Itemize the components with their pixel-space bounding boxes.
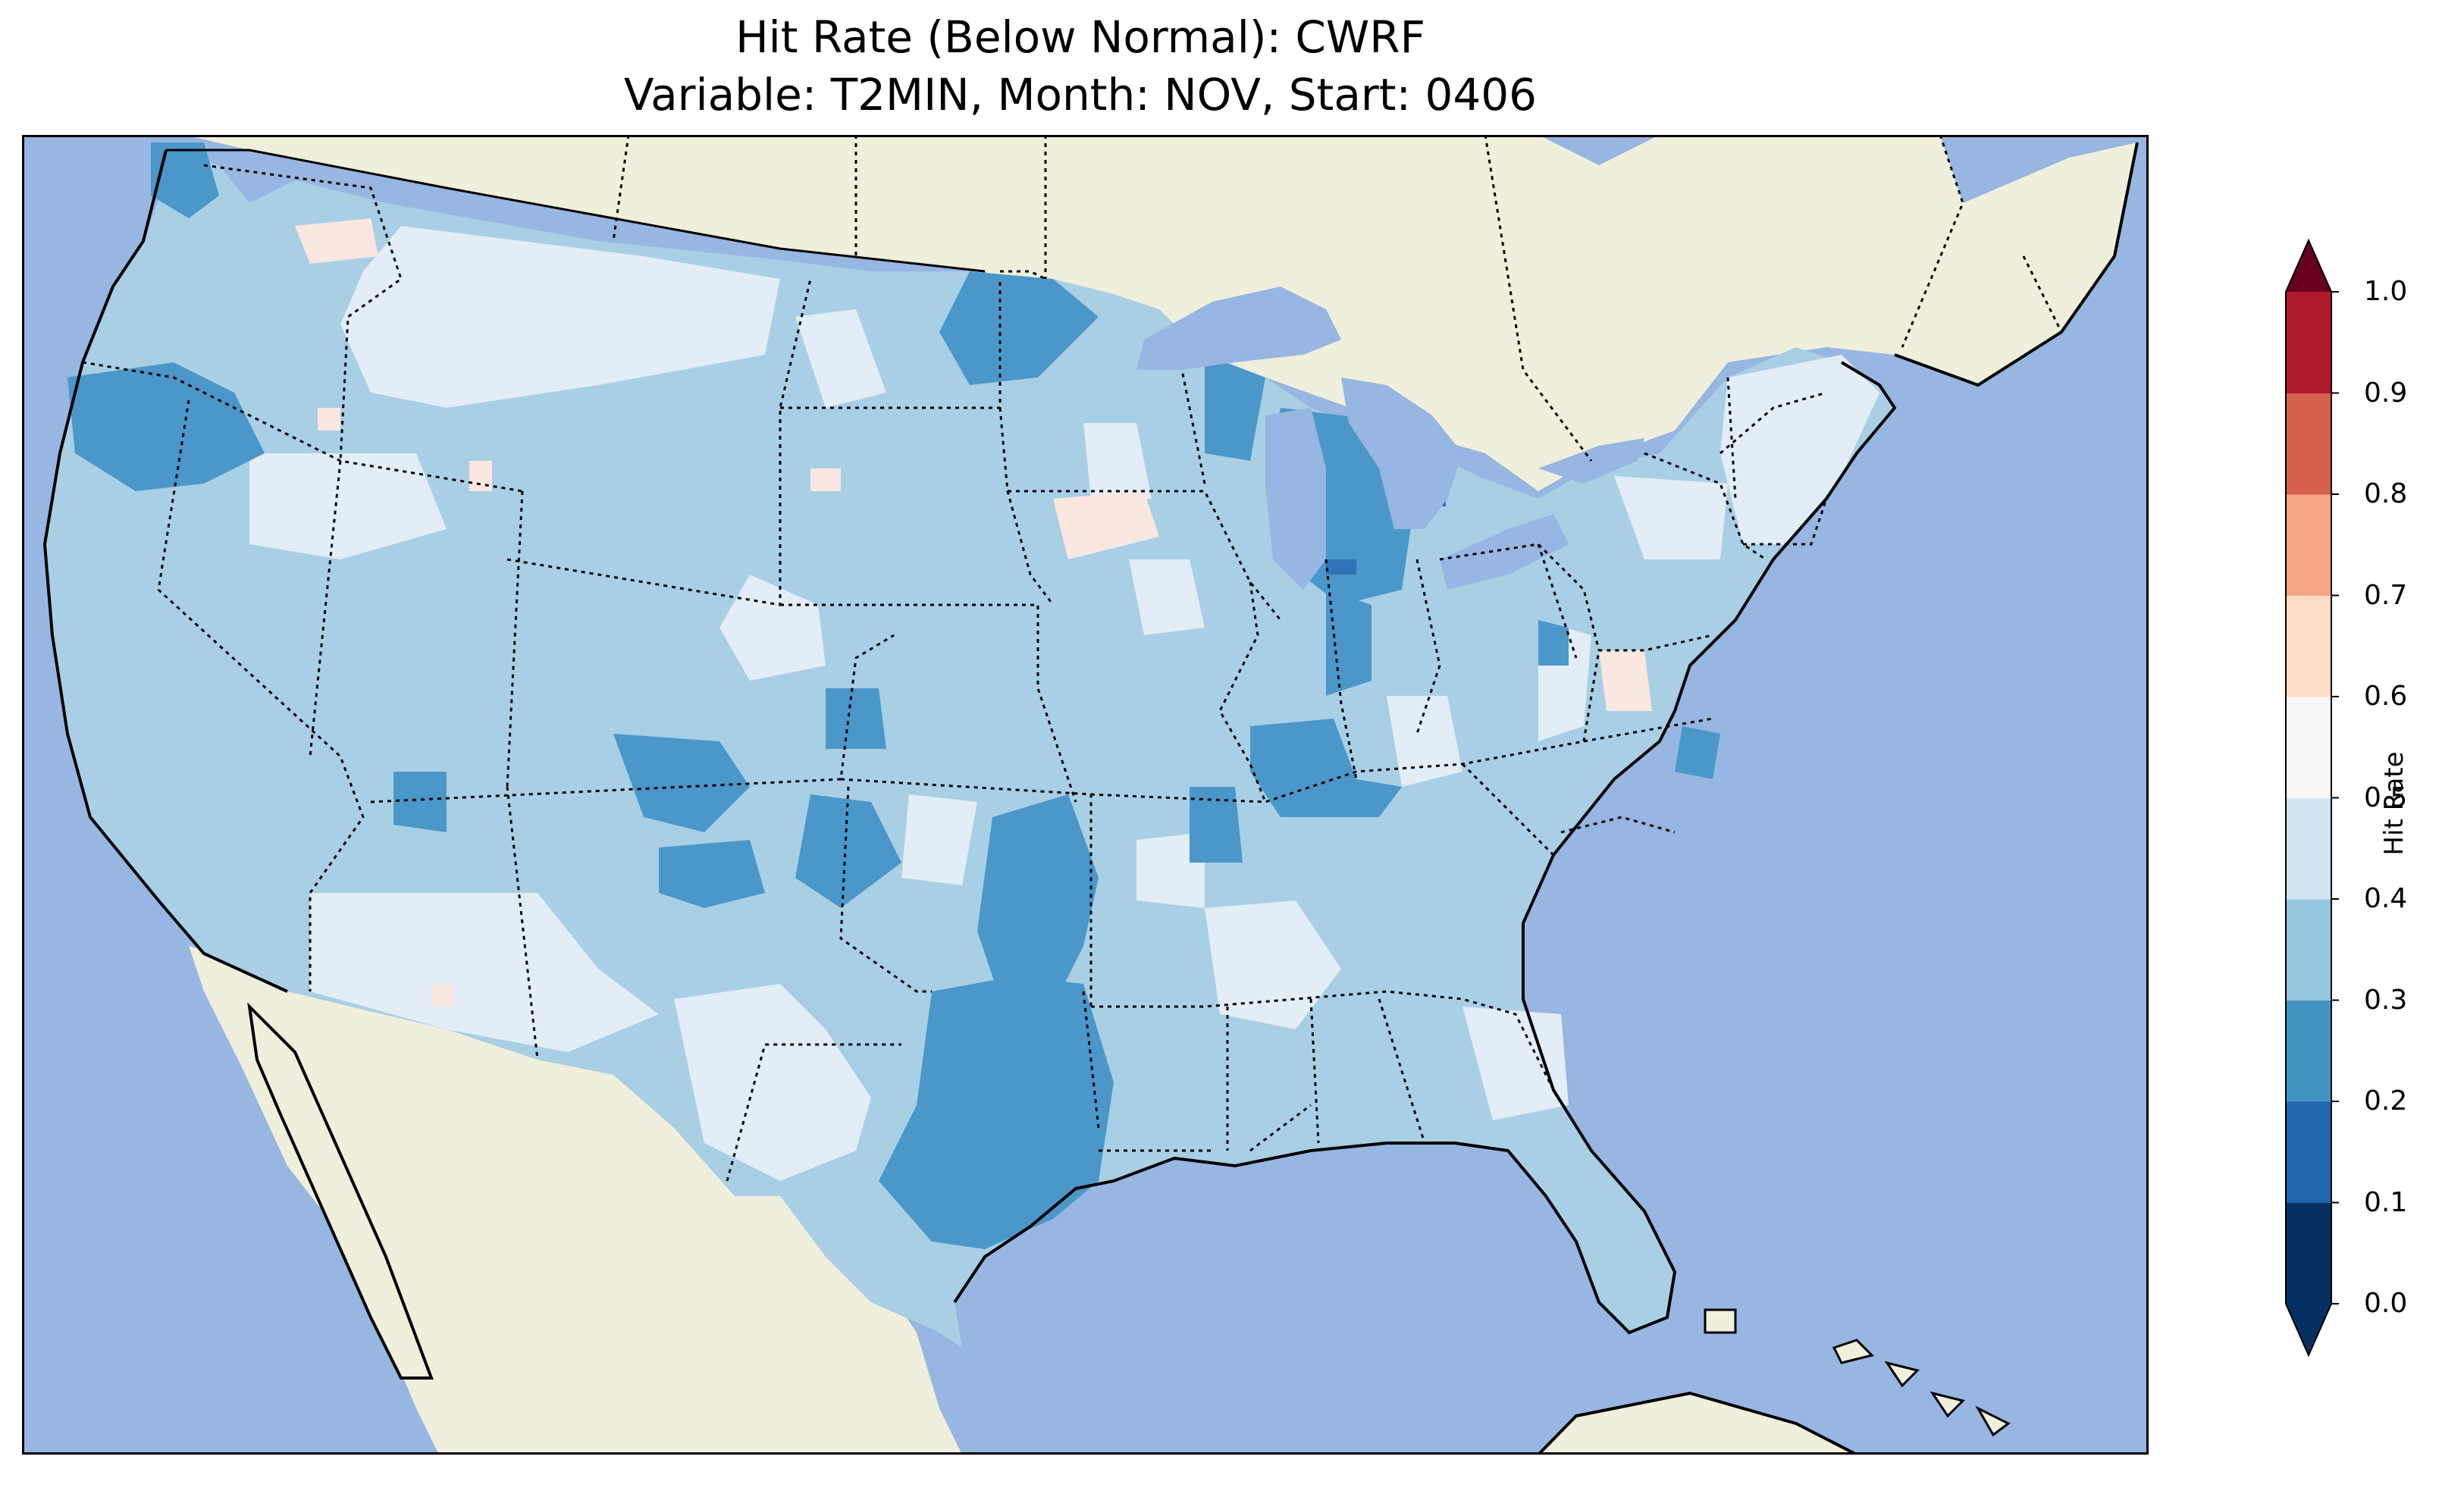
map-border	[22, 135, 2149, 1455]
colorbar-bin	[2286, 797, 2331, 900]
baja-coastline	[247, 1002, 434, 1380]
mexico-land	[189, 946, 962, 1455]
colorbar-bin	[2286, 292, 2331, 393]
map-panel	[22, 135, 2149, 1455]
great-lakes	[1136, 287, 1644, 590]
colorbar-graphic	[2285, 238, 2339, 1358]
class-0.4-0.5-regions	[249, 226, 1879, 1181]
colorbar-tick-label: 0.8	[2364, 478, 2408, 509]
colorbar-bin	[2286, 393, 2331, 495]
colorbar-tick-label: 0.7	[2364, 579, 2408, 611]
colorbar-label: Hit Rate	[2379, 751, 2409, 856]
colorbar-tick-label: 0.3	[2364, 984, 2408, 1016]
baja-land	[249, 1007, 431, 1378]
class-0.5-0.6-regions	[295, 218, 1652, 1007]
us-land	[45, 150, 1895, 1348]
colorbar-tick-label: 0.9	[2364, 377, 2408, 409]
colorbar-tick-label: 0.4	[2364, 883, 2408, 914]
class-0.2-0.3-regions	[67, 143, 1720, 1249]
cuba-coastline	[1537, 1391, 1857, 1455]
us-canada-border	[166, 149, 986, 273]
colorbar-bin	[2286, 1202, 2331, 1305]
chart-title-line-1: Hit Rate (Below Normal): CWRF	[735, 11, 1425, 63]
province-borders	[612, 135, 2063, 462]
colorbar	[2267, 238, 2350, 1358]
colorbar-bin	[2286, 595, 2331, 697]
colorbar-tick-label: 0.0	[2364, 1288, 2408, 1319]
chart-title-line-2: Variable: T2MIN, Month: NOV, Start: 0406	[623, 69, 1538, 121]
colorbar-bin	[2286, 494, 2331, 596]
colorbar-tick-label: 0.5	[2364, 781, 2408, 813]
colorbar-tick-label: 0.6	[2364, 681, 2408, 712]
colorbar-bin	[2286, 1000, 2331, 1102]
caribbean-islands	[1704, 1308, 2011, 1437]
state-borders	[82, 164, 1828, 1182]
colorbar-tick-label: 0.2	[2364, 1085, 2408, 1117]
colorbar-tick-label: 0.1	[2364, 1186, 2408, 1218]
colorbar-bin	[2286, 1101, 2331, 1203]
colorbar-bin	[2286, 697, 2331, 798]
colorbar-over-extension	[2286, 240, 2331, 292]
colorbar-bin	[2286, 899, 2331, 1001]
us-hit-rate-map	[22, 135, 2149, 1455]
colorbar-under-extension	[2286, 1304, 2331, 1355]
colorbar-tick-label: 1.0	[2364, 276, 2408, 307]
